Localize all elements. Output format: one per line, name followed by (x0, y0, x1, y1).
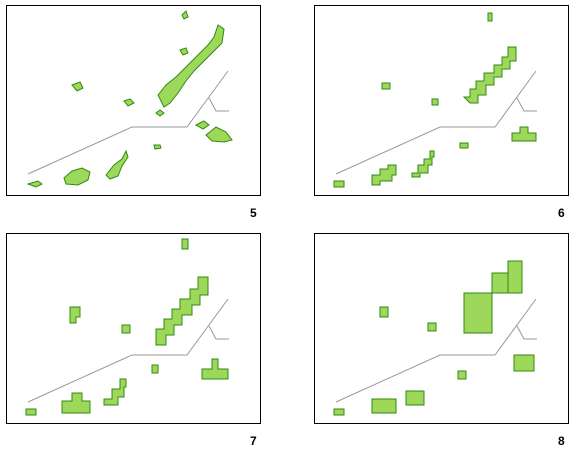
map-frame (314, 5, 569, 196)
panel-label-6: 6 (558, 206, 565, 220)
island-small-b (155, 109, 165, 117)
boundary-line-branch (208, 97, 229, 112)
grid-island (513, 354, 535, 372)
grid-island-okinawa (155, 276, 209, 346)
island-north-a (179, 47, 189, 56)
map-5 (6, 5, 261, 196)
grid-island (427, 322, 437, 332)
grid-island (431, 98, 439, 106)
map-6 (314, 5, 569, 196)
grid-island (459, 142, 469, 149)
boundary-line-branch (208, 325, 229, 340)
grid-island (411, 150, 435, 178)
grid-island (457, 370, 467, 380)
grid-island (371, 398, 397, 414)
map-panel-7 (6, 233, 261, 424)
grid-island (61, 392, 91, 414)
map-7 (6, 233, 261, 424)
panel-label-8: 8 (558, 434, 565, 448)
grid-island (381, 82, 391, 90)
grid-island (201, 358, 229, 380)
grid-island (491, 272, 509, 294)
panel-label-5: 5 (250, 206, 257, 220)
grid-island (487, 12, 493, 22)
island-okinawa-main (157, 24, 225, 108)
grid-island (379, 306, 389, 318)
island-north-b (181, 10, 189, 20)
grid-island (371, 164, 397, 186)
grid-island (333, 408, 345, 416)
boundary-line-branch (516, 325, 537, 340)
grid-island (151, 364, 159, 374)
map-panel-6 (314, 5, 569, 196)
island-small-a (153, 144, 162, 150)
island-daito-west (71, 81, 84, 92)
map-frame (314, 233, 569, 424)
grid-island (507, 260, 523, 294)
grid-island (69, 306, 81, 324)
boundary-line (27, 70, 229, 175)
island-east-a (194, 120, 210, 130)
grid-island-okinawa (462, 46, 517, 104)
grid-island (511, 126, 537, 142)
island-west (26, 180, 43, 188)
boundary-line (335, 298, 537, 403)
panel-label-7: 7 (250, 434, 257, 448)
island-east-b (205, 126, 233, 143)
island-sakishima-east (105, 149, 129, 180)
map-8 (314, 233, 569, 424)
grid-island (333, 180, 345, 188)
grid-island-okinawa (463, 292, 493, 334)
map-panel-5 (6, 5, 261, 196)
boundary-line (27, 298, 229, 403)
grid-island (25, 408, 37, 416)
island-mid (123, 98, 135, 107)
boundary-line (335, 70, 537, 175)
grid-island (121, 324, 131, 334)
boundary-line-branch (516, 97, 537, 112)
map-frame (6, 233, 261, 424)
grid-island (103, 378, 127, 406)
grid-island (181, 238, 189, 250)
map-panel-8 (314, 233, 569, 424)
grid-island (405, 390, 425, 406)
island-sakishima-west (63, 167, 91, 186)
